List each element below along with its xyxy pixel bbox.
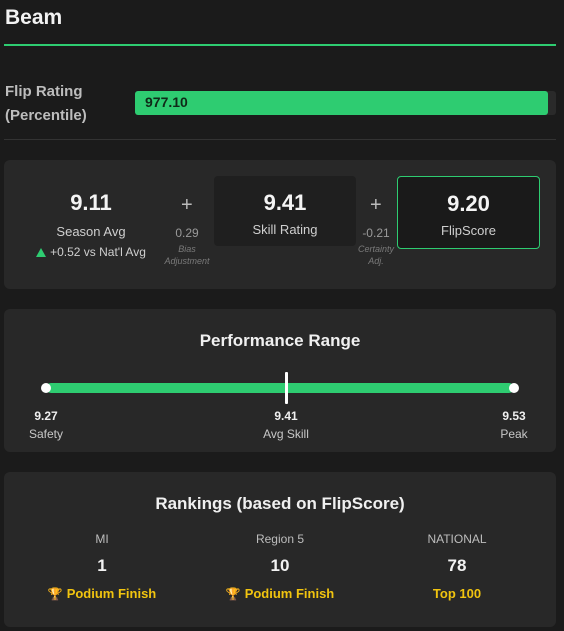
performance-range-card: Performance Range 9.27 Safety 9.41 Avg S… (4, 309, 556, 452)
nat-avg-delta-text: +0.52 vs Nat'l Avg (50, 245, 146, 259)
ranking-badge-text: Podium Finish (244, 586, 335, 601)
season-avg-block: 9.11 Season Avg +0.52 vs Nat'l Avg (22, 190, 160, 259)
performance-range-title: Performance Range (199, 331, 361, 350)
peak-value: 9.53 (502, 409, 526, 423)
section-divider (4, 139, 556, 140)
score-breakdown-card: 9.11 Season Avg +0.52 vs Nat'l Avg + 0.2… (4, 160, 556, 289)
ranking-badge-text: Top 100 (432, 586, 482, 601)
flip-rating-label: Flip Rating (Percentile) (5, 80, 87, 128)
certainty-adjustment-label: Certainty Adj. (350, 243, 402, 267)
ranking-value: 10 (270, 556, 290, 575)
season-avg-value: 9.11 (70, 190, 112, 215)
flip-rating-bar-fill (135, 91, 548, 115)
trophy-icon: 🏆 (225, 587, 241, 601)
ranking-header: NATIONAL (427, 532, 487, 546)
flip-rating-bar: 977.10 (135, 91, 556, 115)
bias-adjustment-label: Bias Adjustment (159, 243, 215, 267)
trophy-icon: 🏆 (47, 587, 63, 601)
certainty-label-line1: Certainty (357, 244, 394, 254)
ranking-badge: 🏆 Podium Finish (22, 586, 182, 601)
ranking-header: MI (95, 532, 109, 546)
flipscore-box: 9.20 FlipScore (397, 176, 540, 249)
skill-rating-box: 9.41 Skill Rating (214, 176, 356, 246)
flip-rating-value: 977.10 (145, 94, 188, 110)
bias-adjustment-value: 0.29 (175, 226, 199, 240)
certainty-label-line2: Adj. (368, 256, 384, 266)
peak-marker (509, 383, 519, 393)
plus-sign-2: + (370, 194, 382, 216)
skill-rating-value: 9.41 (263, 190, 307, 215)
bias-label-line1: Bias (178, 244, 196, 254)
avg-skill-label-block: 9.41 Avg Skill (246, 409, 326, 441)
range-track (46, 383, 514, 393)
safety-value: 9.27 (34, 409, 58, 423)
nat-avg-delta: +0.52 vs Nat'l Avg (22, 245, 160, 259)
season-avg-label: Season Avg (56, 224, 126, 239)
ranking-badge-text: Podium Finish (66, 586, 157, 601)
safety-marker (41, 383, 51, 393)
up-triangle-icon (36, 248, 47, 257)
bias-adjustment-block: 0.29 Bias Adjustment (159, 226, 215, 267)
ranking-column-national: NATIONAL 78 Top 100 (377, 532, 537, 601)
flipscore-label: FlipScore (441, 223, 496, 238)
ranking-column-region: Region 5 10 🏆 Podium Finish (200, 532, 360, 601)
avg-skill-marker (285, 372, 288, 404)
avg-skill-value: 9.41 (274, 409, 298, 423)
title-underline (4, 44, 556, 46)
certainty-adjustment-block: -0.21 Certainty Adj. (350, 226, 402, 267)
flip-rating-label-line2: (Percentile) (5, 107, 87, 124)
ranking-column-state: MI 1 🏆 Podium Finish (22, 532, 182, 601)
ranking-value: 78 (447, 556, 467, 575)
ranking-header: Region 5 (255, 532, 305, 546)
ranking-badge: 🏆 Podium Finish (200, 586, 360, 601)
safety-label: Safety (28, 427, 64, 441)
skill-rating-label: Skill Rating (252, 222, 318, 237)
avg-skill-label: Avg Skill (263, 427, 309, 441)
flip-rating-label-line1: Flip Rating (5, 83, 83, 100)
flipscore-value: 9.20 (447, 191, 490, 216)
page-title: Beam (5, 6, 63, 29)
safety-label-block: 9.27 Safety (16, 409, 76, 441)
peak-label-block: 9.53 Peak (486, 409, 542, 441)
ranking-value: 1 (97, 556, 107, 575)
rankings-title: Rankings (based on FlipScore) (155, 494, 405, 513)
plus-sign-1: + (181, 194, 193, 216)
rankings-card: Rankings (based on FlipScore) MI 1 🏆 Podi… (4, 472, 556, 627)
certainty-adjustment-value: -0.21 (362, 226, 390, 240)
ranking-badge: Top 100 (377, 586, 537, 601)
peak-label: Peak (500, 427, 528, 441)
bias-label-line2: Adjustment (164, 256, 210, 266)
